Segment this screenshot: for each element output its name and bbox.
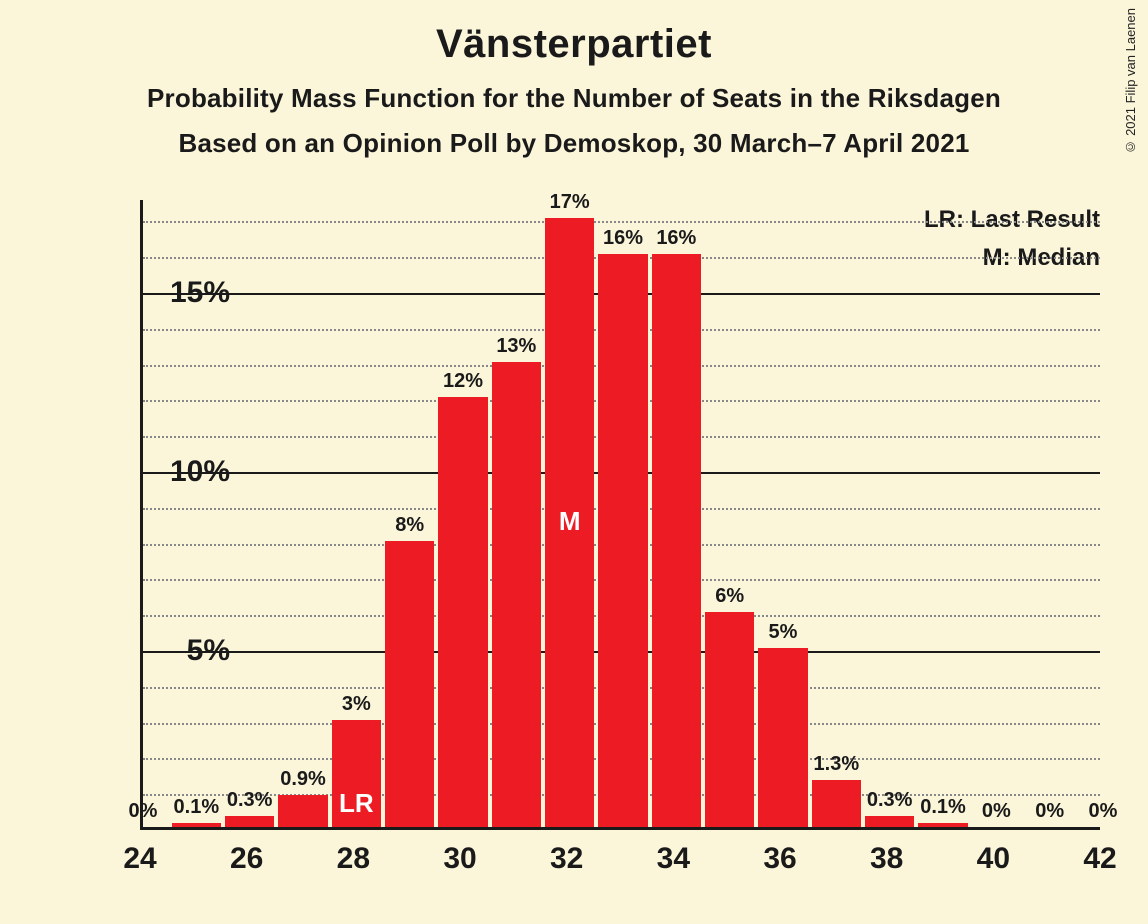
bar-inner-label: M <box>559 506 581 537</box>
bar <box>705 612 754 827</box>
y-axis-label: 10% <box>150 455 230 489</box>
bar <box>652 254 701 827</box>
bar-value-label: 0.1% <box>174 796 220 819</box>
bar <box>438 397 487 827</box>
bar-value-label: 16% <box>656 227 696 250</box>
bar-value-label: 16% <box>603 227 643 250</box>
bar-value-label: 0% <box>129 800 158 823</box>
bar <box>865 816 914 827</box>
bar <box>225 816 274 827</box>
x-axis-label: 36 <box>763 842 796 876</box>
x-axis-label: 26 <box>230 842 263 876</box>
bar <box>172 823 221 827</box>
bar-value-label: 8% <box>395 514 424 537</box>
x-axis-label: 32 <box>550 842 583 876</box>
chart-title: Vänsterpartiet <box>0 0 1148 67</box>
x-axis-label: 30 <box>443 842 476 876</box>
plot-area: LR: Last Result M: Median 0% 0.1% 0.3% 0.9%… <box>140 200 1100 830</box>
copyright-text: © 2021 Filip van Laenen <box>1123 8 1138 155</box>
legend-lr: LR: Last Result <box>924 206 1100 234</box>
bar-value-label: 0% <box>1035 800 1064 823</box>
bar-value-label: 6% <box>715 585 744 608</box>
bar-value-label: 0.9% <box>280 768 326 791</box>
bar-value-label: 0% <box>982 800 1011 823</box>
bar-value-label: 3% <box>342 693 371 716</box>
x-axis-label: 40 <box>977 842 1010 876</box>
bar-value-label: 17% <box>550 191 590 214</box>
bar-value-label: 0% <box>1089 800 1118 823</box>
bar <box>598 254 647 827</box>
bar <box>758 648 807 827</box>
chart-subtitle-2: Based on an Opinion Poll by Demoskop, 30… <box>0 128 1148 159</box>
bar <box>385 541 434 827</box>
bar <box>918 823 967 827</box>
x-axis-label: 28 <box>337 842 370 876</box>
x-axis-label: 38 <box>870 842 903 876</box>
chart-subtitle-1: Probability Mass Function for the Number… <box>0 83 1148 114</box>
bar-value-label: 0.3% <box>227 789 273 812</box>
bar-value-label: 5% <box>769 621 798 644</box>
bar-value-label: 13% <box>496 335 536 358</box>
grid-minor <box>143 221 1100 223</box>
bar <box>278 795 327 827</box>
bar <box>812 780 861 827</box>
bar-inner-label: LR <box>339 788 374 819</box>
x-axis-label: 24 <box>123 842 156 876</box>
bar-value-label: 12% <box>443 370 483 393</box>
bar <box>492 362 541 827</box>
x-axis-label: 42 <box>1083 842 1116 876</box>
x-axis-label: 34 <box>657 842 690 876</box>
y-axis-label: 5% <box>150 634 230 668</box>
bar-value-label: 1.3% <box>814 753 860 776</box>
y-axis-label: 15% <box>150 276 230 310</box>
plot-container: LR: Last Result M: Median 0% 0.1% 0.3% 0.9%… <box>60 200 1120 900</box>
legend: LR: Last Result M: Median <box>924 206 1100 282</box>
bar-value-label: 0.3% <box>867 789 913 812</box>
bar-value-label: 0.1% <box>920 796 966 819</box>
